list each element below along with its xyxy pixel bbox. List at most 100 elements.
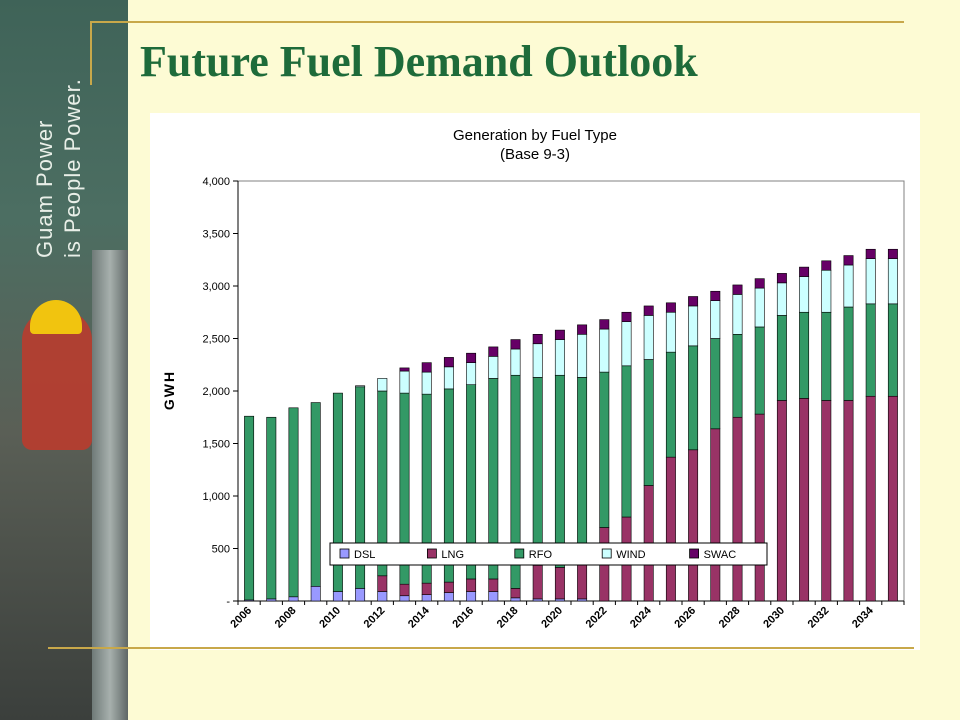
bar-wind-2026 (688, 305, 699, 347)
utility-pole-image (92, 250, 128, 720)
logo-line-1: Guam Power (32, 120, 57, 258)
bar-wind-2033 (843, 264, 854, 308)
chart-legend: DSL LNG RFO WIND SWAC (329, 542, 768, 566)
bar-wind-2014 (421, 371, 432, 395)
legend-label-swac: SWAC (704, 549, 737, 561)
bar-wind-2030 (776, 282, 787, 316)
bar-wind-2034 (865, 258, 876, 305)
bar-rfo-2026 (688, 345, 699, 451)
chart-area: Generation by Fuel Type (Base 9-3) GWH -… (150, 113, 920, 650)
legend-swatch-dsl (339, 548, 350, 559)
bar-lng-2015 (443, 581, 454, 593)
x-tick-label: 2024 (628, 604, 654, 630)
bar-rfo-2031 (799, 311, 810, 399)
bar-wind-2011 (355, 385, 366, 388)
legend-label-dsl: DSL (354, 549, 375, 561)
bar-dsl-2020 (554, 598, 565, 602)
legend-swatch-wind (601, 548, 612, 559)
bar-wind-2035 (887, 258, 898, 305)
chart: Generation by Fuel Type (Base 9-3) GWH -… (161, 127, 905, 631)
bar-rfo-2020 (554, 374, 565, 568)
x-tick-label: 2022 (584, 605, 610, 631)
bar-lng-2026 (688, 449, 699, 602)
bar-wind-2017 (488, 356, 499, 379)
bar-rfo-2025 (665, 351, 676, 458)
bar-wind-2020 (554, 339, 565, 376)
y-axis-label: GWH (161, 370, 177, 410)
chart-marks: - 500 1,000 1,500 2,000 2,500 3,000 3,500 4,000 2… (202, 176, 905, 631)
bar-swac-2026 (688, 296, 699, 307)
bar-lng-2035 (887, 395, 898, 602)
bar-rfo-2019 (532, 377, 543, 566)
bar-lng-2028 (732, 416, 743, 602)
bar-lng-2032 (821, 400, 832, 602)
legend-swatch-rfo (514, 548, 525, 559)
bottom-rule (48, 647, 914, 649)
chart-title: Generation by Fuel Type (453, 127, 617, 144)
bar-swac-2031 (799, 266, 810, 277)
bar-rfo-2023 (621, 365, 632, 518)
bar-swac-2024 (643, 305, 654, 316)
bar-lng-2029 (754, 413, 765, 602)
legend-label-lng: LNG (441, 549, 464, 561)
bar-lng-2031 (799, 398, 810, 602)
legend-label-wind: WIND (616, 549, 645, 561)
legend-swatch-lng (426, 548, 437, 559)
bar-rfo-2021 (577, 377, 588, 562)
bar-lng-2021 (577, 560, 588, 600)
bar-lng-2027 (710, 428, 721, 602)
x-tick-label: 2020 (539, 605, 565, 631)
bar-dsl-2019 (532, 598, 543, 602)
bar-dsl-2009 (310, 585, 321, 602)
bar-rfo-2033 (843, 306, 854, 401)
legend-swatch-swac (689, 548, 699, 559)
bar-wind-2012 (377, 378, 388, 392)
bar-rfo-2030 (776, 315, 787, 401)
y-tick-label: 2,500 (202, 334, 230, 346)
bar-swac-2015 (443, 357, 454, 368)
x-tick-label: 2028 (717, 605, 743, 631)
bar-rfo-2024 (643, 359, 654, 486)
bar-wind-2018 (510, 348, 521, 376)
bar-wind-2031 (799, 276, 810, 313)
bar-dsl-2007 (266, 598, 277, 602)
bar-dsl-2012 (377, 591, 388, 602)
bar-lng-2025 (665, 456, 676, 602)
bar-dsl-2008 (288, 596, 299, 602)
bar-dsl-2016 (466, 591, 477, 602)
bar-wind-2032 (821, 269, 832, 313)
bar-rfo-2029 (754, 326, 765, 415)
x-tick-label: 2010 (317, 605, 343, 631)
bar-lng-2020 (554, 567, 565, 600)
plot-area (237, 180, 905, 602)
bar-rfo-2022 (599, 371, 610, 528)
page-title: Future Fuel Demand Outlook (140, 37, 698, 86)
company-logo: Guam Power is People Power. (32, 78, 85, 258)
bar-wind-2027 (710, 300, 721, 339)
bar-wind-2016 (466, 362, 477, 385)
y-tick-label: 3,000 (202, 281, 230, 293)
bar-wind-2021 (577, 334, 588, 378)
bar-swac-2030 (776, 273, 787, 284)
logo-line-2: is People Power. (60, 78, 85, 258)
bar-rfo-2028 (732, 334, 743, 418)
bar-wind-2013 (399, 370, 410, 394)
bar-rfo-2027 (710, 338, 721, 430)
bar-rfo-2006 (244, 415, 255, 601)
bar-wind-2023 (621, 321, 632, 367)
bar-lng-2016 (466, 578, 477, 592)
bar-rfo-2008 (288, 407, 299, 598)
bar-dsl-2010 (332, 591, 343, 602)
x-tick-label: 2018 (495, 605, 521, 631)
bar-swac-2034 (865, 248, 876, 259)
bar-rfo-2007 (266, 416, 277, 600)
title-rule-vertical (90, 21, 92, 85)
y-tick-label: 3,500 (202, 229, 230, 241)
bar-lng-2019 (532, 564, 543, 600)
bar-lng-2018 (510, 588, 521, 599)
bar-swac-2027 (710, 290, 721, 301)
x-tick-label: 2012 (362, 605, 388, 631)
bar-dsl-2011 (355, 588, 366, 602)
bar-swac-2020 (554, 329, 565, 340)
y-tick-label: 4,000 (202, 176, 230, 188)
